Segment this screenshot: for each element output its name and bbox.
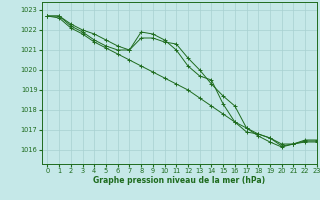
X-axis label: Graphe pression niveau de la mer (hPa): Graphe pression niveau de la mer (hPa) <box>93 176 265 185</box>
